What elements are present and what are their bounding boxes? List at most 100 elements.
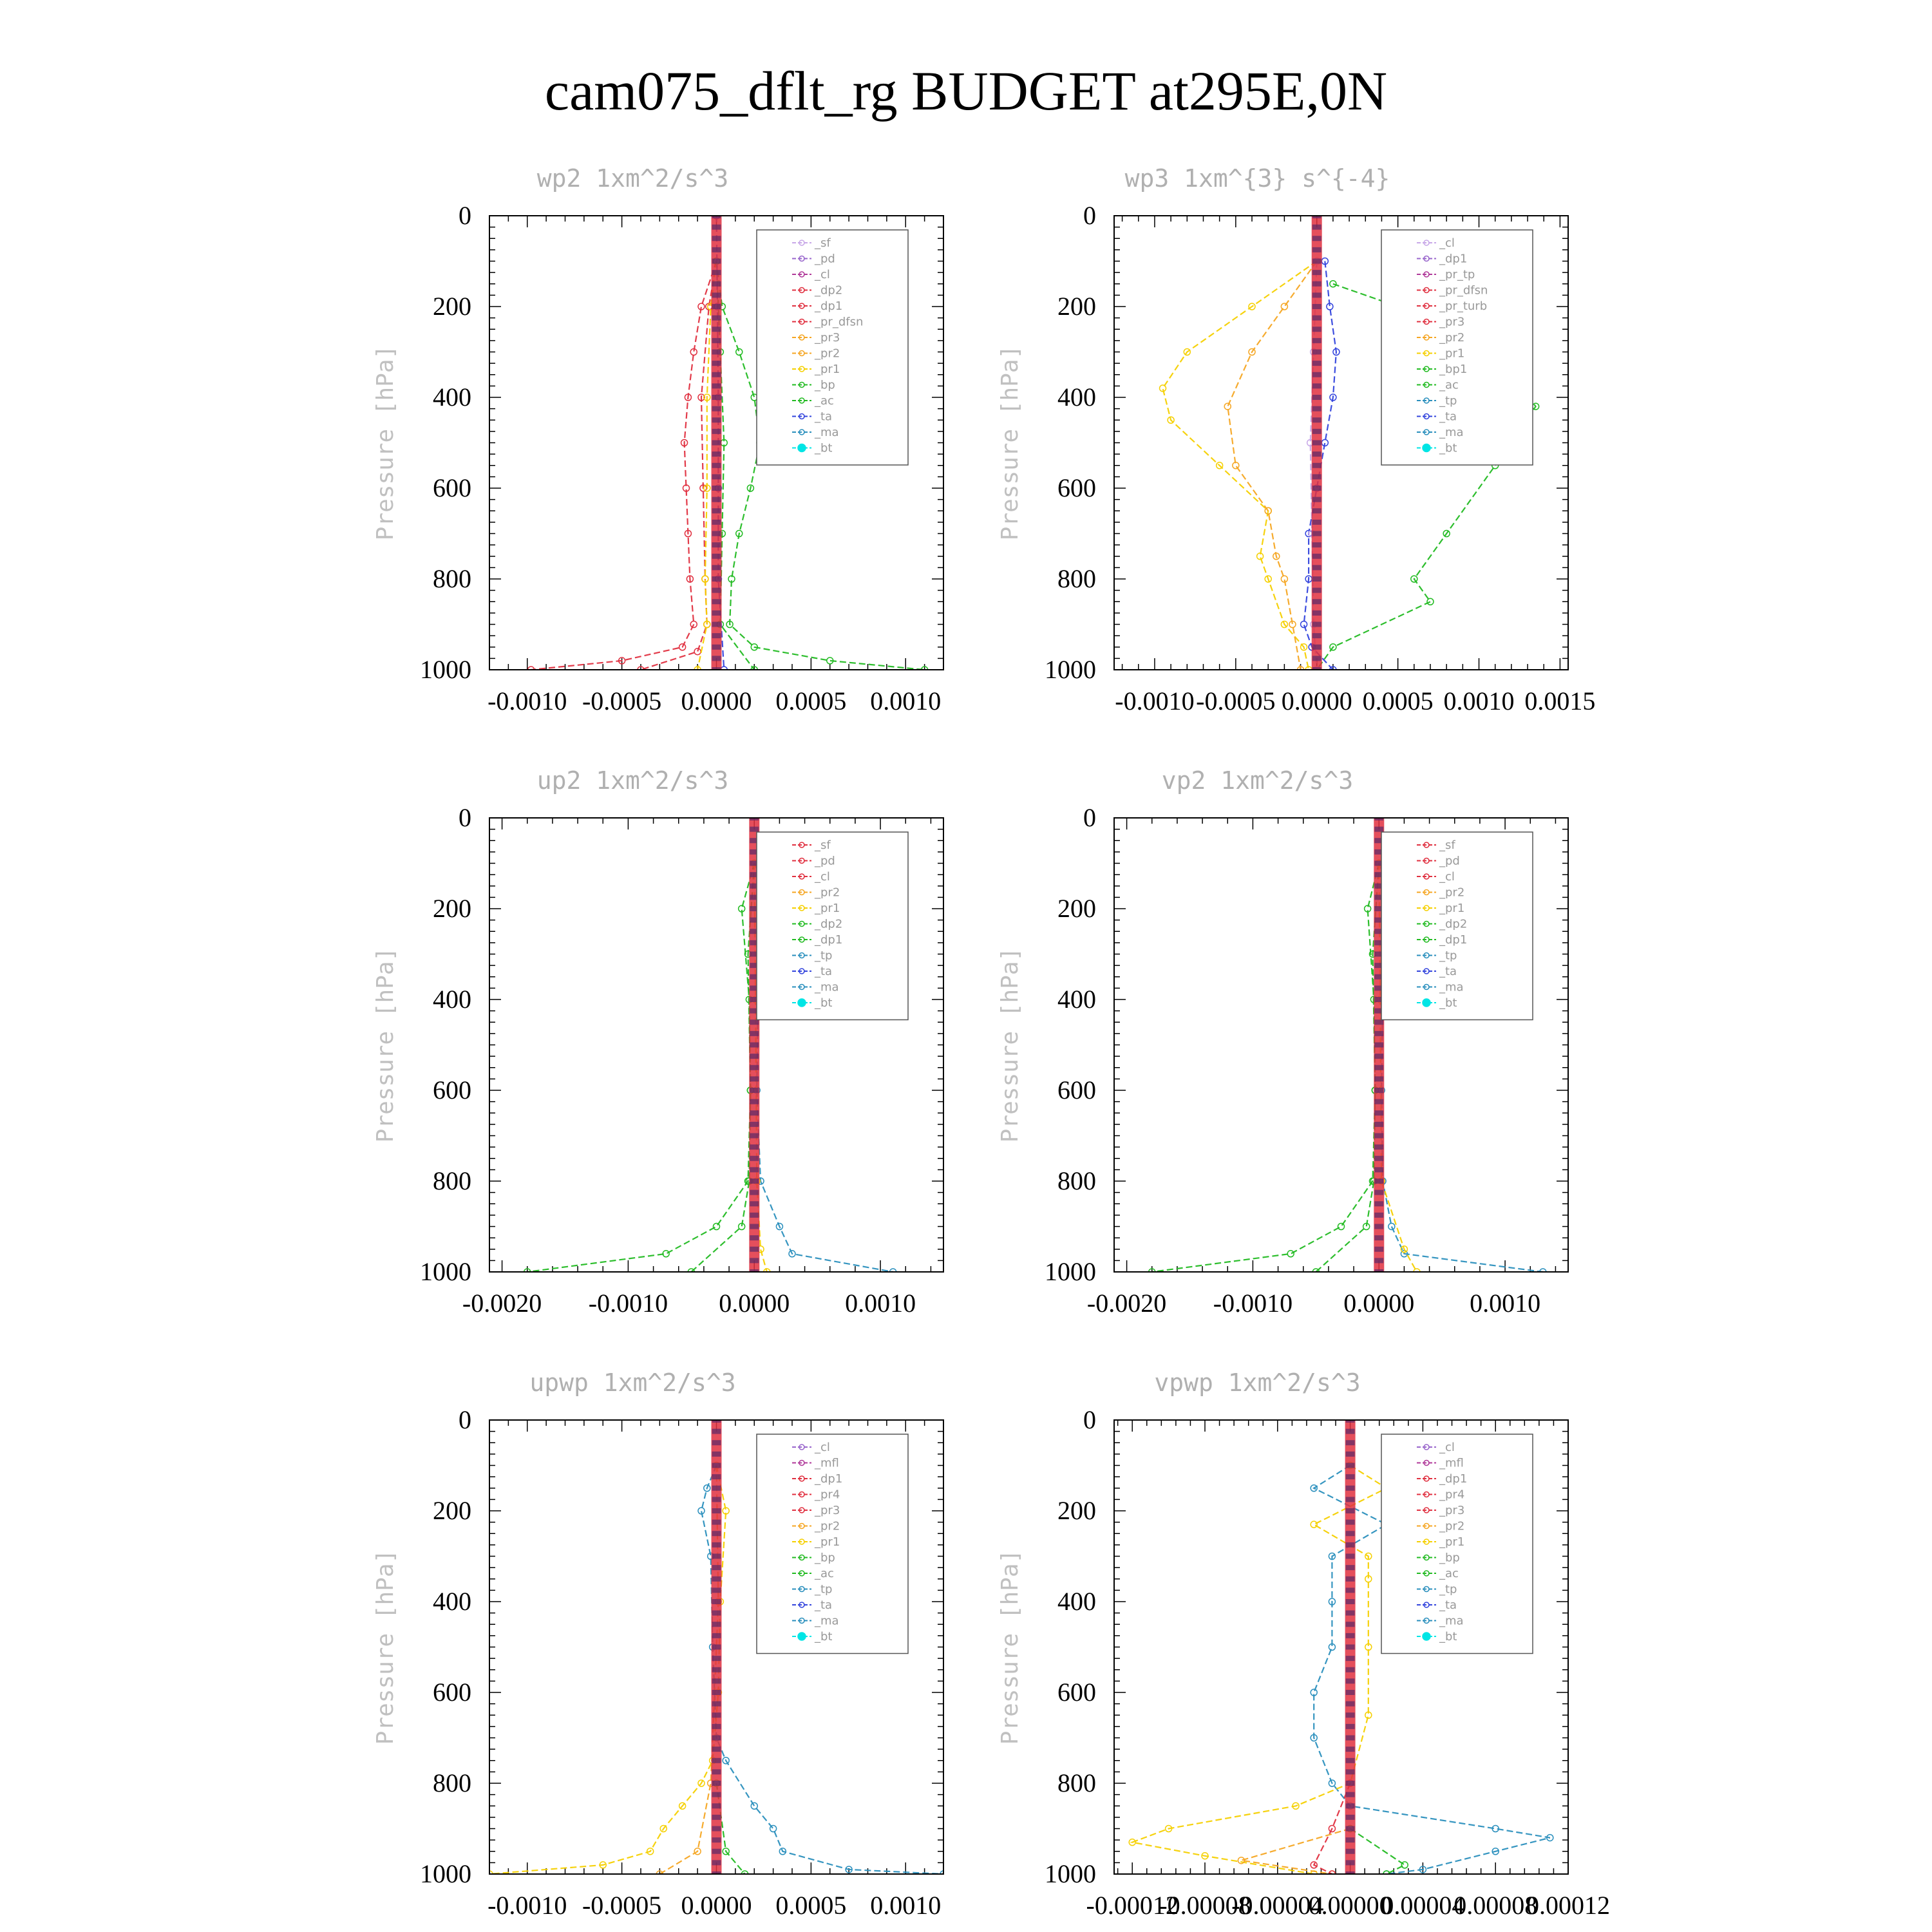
series-point-pr1 bbox=[1292, 1802, 1300, 1810]
series-point-bt bbox=[712, 519, 721, 525]
series-point-bt bbox=[712, 224, 721, 230]
series-point-bt bbox=[712, 1735, 721, 1741]
series-point-bt bbox=[1345, 1531, 1355, 1537]
series-point-bt bbox=[712, 497, 721, 502]
legend-label: _pr2 bbox=[814, 886, 840, 900]
series-point-bt bbox=[712, 451, 721, 457]
series-point-bp bbox=[750, 643, 758, 651]
y-tick-label: 800 bbox=[433, 564, 471, 593]
legend-marker bbox=[1423, 318, 1430, 325]
series-point-bt bbox=[750, 1076, 759, 1082]
series-point-bt bbox=[1374, 1179, 1384, 1184]
series-point-bp bbox=[741, 1870, 749, 1874]
series-point-bt bbox=[712, 216, 721, 218]
series-point-bp bbox=[826, 657, 834, 665]
legend-marker bbox=[799, 968, 805, 974]
series-point-bt bbox=[712, 1497, 721, 1502]
series-point-bt bbox=[1345, 1440, 1355, 1446]
series-point-bt bbox=[712, 1690, 721, 1695]
y-tick-label: 1000 bbox=[420, 1859, 471, 1888]
series-point-bt bbox=[712, 1747, 721, 1752]
series-point-bt bbox=[712, 542, 721, 548]
legend-marker bbox=[1422, 1632, 1431, 1641]
series-point-bt bbox=[712, 1542, 721, 1548]
series-point-bt bbox=[1374, 1167, 1384, 1173]
plot-frame bbox=[1113, 1419, 1569, 1875]
legend-label: _cl bbox=[1439, 236, 1455, 250]
series-point-bt bbox=[712, 1769, 721, 1775]
series-point-dp2 bbox=[1362, 1222, 1370, 1231]
series-point-bt bbox=[750, 1246, 759, 1252]
legend-marker bbox=[1423, 968, 1430, 974]
panel-6: vpwp 1xm^2/s^3 Pressure [hPa] 0 200 400 600 80… bbox=[997, 1368, 1610, 1920]
series-point-bt bbox=[1312, 610, 1321, 616]
series-point-bt bbox=[1374, 1054, 1384, 1059]
series-line-tp bbox=[1312, 1464, 1551, 1874]
series-point-bt bbox=[1345, 1792, 1355, 1797]
series-point-bt bbox=[750, 1201, 759, 1207]
y-tick-label: 400 bbox=[433, 985, 471, 1014]
y-axis-label: Pressure [hPa] bbox=[997, 947, 1023, 1142]
legend-label: _sf bbox=[814, 838, 831, 852]
series-point-bt bbox=[712, 372, 721, 377]
series-point-tp bbox=[1310, 1689, 1318, 1696]
series-point-bt bbox=[750, 838, 759, 844]
series-point-bp bbox=[1383, 1870, 1390, 1874]
legend-marker bbox=[1423, 240, 1430, 246]
plot-area bbox=[1148, 818, 1547, 1272]
series-point-pr2 bbox=[694, 1848, 701, 1855]
series-point-bt bbox=[750, 1065, 759, 1070]
series-point-bt bbox=[1345, 1451, 1355, 1457]
legend-marker bbox=[1423, 1539, 1430, 1545]
x-tick-label: 0.0010 bbox=[870, 687, 941, 715]
legend-marker bbox=[799, 1602, 805, 1608]
legend-box bbox=[1381, 1434, 1533, 1654]
x-tick-label: -0.00008 bbox=[1159, 1891, 1251, 1920]
series-point-bt bbox=[1345, 1656, 1355, 1662]
series-point-bt bbox=[1312, 542, 1321, 548]
series-point-pr1 bbox=[1365, 1643, 1372, 1651]
legend-marker bbox=[799, 350, 805, 357]
plot-frame bbox=[489, 1419, 944, 1875]
series-point-tp bbox=[703, 1484, 711, 1492]
series-line-pr2 bbox=[659, 1465, 719, 1874]
legend-marker bbox=[1423, 381, 1430, 388]
legend-label: _pr1 bbox=[814, 363, 840, 376]
series-point-bt bbox=[1374, 838, 1384, 844]
series-point-bt bbox=[1312, 236, 1321, 242]
series-point-bt bbox=[1345, 1757, 1355, 1763]
series-point-bt bbox=[712, 349, 721, 355]
series-point-bt bbox=[1345, 1497, 1355, 1502]
series-point-pr1 bbox=[703, 484, 711, 492]
series-point-bp bbox=[726, 620, 734, 629]
series-point-pr1 bbox=[697, 1779, 705, 1787]
figure-title: cam075_dflt_rg BUDGET at295E,0N bbox=[545, 60, 1387, 122]
series-point-bt bbox=[750, 826, 759, 832]
legend-label: _dp1 bbox=[1439, 933, 1467, 947]
y-tick-label: 800 bbox=[1057, 564, 1096, 593]
series-point-bt bbox=[750, 1167, 759, 1173]
legend-label: _bt bbox=[814, 442, 832, 455]
series-line-tp bbox=[700, 1465, 943, 1874]
series-point-pr1 bbox=[1201, 1852, 1209, 1860]
series-point-bt bbox=[1374, 1030, 1384, 1036]
series-point-bp1 bbox=[1426, 598, 1434, 605]
series-point-pr2 bbox=[1224, 402, 1231, 410]
series-point-bt bbox=[750, 818, 759, 820]
series-point-dp2 bbox=[687, 1268, 696, 1272]
legend-label: _bt bbox=[1439, 996, 1457, 1010]
series-point-bt bbox=[712, 1656, 721, 1662]
series-point-bt bbox=[712, 1860, 721, 1866]
series-point-bt bbox=[1345, 1690, 1355, 1695]
series-point-bt bbox=[1374, 1258, 1384, 1264]
series-point-bt bbox=[712, 1814, 721, 1820]
series-point-tp bbox=[1300, 620, 1308, 629]
series-point-bt bbox=[712, 565, 721, 571]
legend-label: _pr2 bbox=[1439, 331, 1464, 345]
series-point-tp bbox=[1328, 1643, 1336, 1651]
series-point-bt bbox=[712, 1723, 721, 1729]
legend-marker bbox=[799, 255, 805, 262]
series-point-bt bbox=[1312, 406, 1321, 412]
panel-subtitle: vpwp 1xm^2/s^3 bbox=[1154, 1368, 1360, 1397]
